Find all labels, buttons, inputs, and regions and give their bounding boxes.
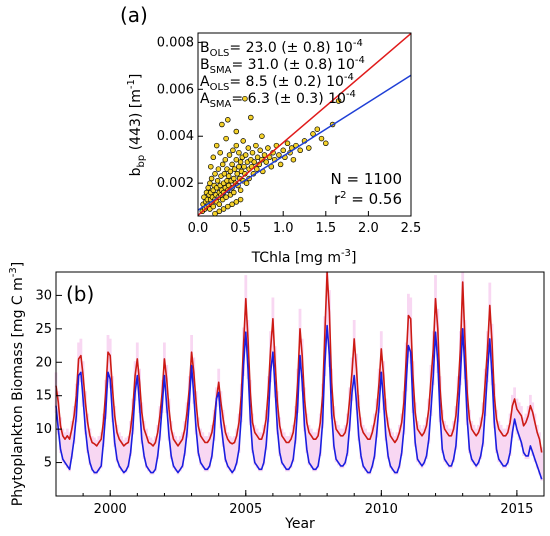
- scatter-point: [243, 153, 248, 158]
- y-tick-label: 0.004: [157, 129, 194, 144]
- y-tick-label: 15: [35, 389, 52, 404]
- scatter-point: [227, 153, 232, 158]
- scatter-point: [248, 115, 253, 120]
- scatter-point: [285, 141, 290, 146]
- y-tick-label: 0.006: [157, 82, 194, 97]
- scatter-point: [234, 200, 239, 205]
- scatter-panel: (a) 0.0 0.5 1.0 1.5 2.0 2.5 0.0020.0040.0060.…: [120, 3, 421, 266]
- sample-count: N = 1100: [331, 170, 403, 188]
- scatter-y-ticks: 0.002 0.004 0.006 0.008: [157, 35, 203, 191]
- x-tick-label: 2000: [94, 502, 127, 517]
- scatter-point: [291, 157, 296, 162]
- scatter-point: [225, 117, 230, 122]
- scatter-point: [254, 143, 259, 148]
- scatter-point: [277, 153, 282, 158]
- scatter-point: [209, 176, 214, 181]
- scatter-point: [323, 141, 328, 146]
- scatter-point: [217, 202, 222, 207]
- scatter-point: [231, 190, 236, 195]
- scatter-point: [230, 162, 235, 167]
- panel-label-b: (b): [66, 282, 94, 306]
- scatter-point: [220, 162, 225, 167]
- scatter-point: [211, 204, 216, 209]
- x-tick-label: 2005: [229, 502, 262, 517]
- scatter-point: [315, 127, 320, 132]
- scatter-point: [241, 139, 246, 144]
- scatter-point: [281, 148, 286, 153]
- x-tick-label: 0.0: [188, 221, 209, 236]
- scatter-point: [250, 150, 255, 155]
- scatter-point: [234, 143, 239, 148]
- y-tick-label: 5: [44, 456, 52, 471]
- timeseries-x-axis-label: Year: [284, 516, 315, 532]
- scatter-point: [215, 178, 220, 183]
- scatter-point: [252, 160, 257, 165]
- timeseries-y-ticks: 5 10 15 20 25 30: [35, 288, 62, 470]
- y-tick-label: 20: [35, 355, 52, 370]
- scatter-point: [298, 148, 303, 153]
- scatter-point: [242, 164, 247, 169]
- scatter-point: [319, 136, 324, 141]
- scatter-point: [211, 155, 216, 160]
- scatter-point: [223, 157, 228, 162]
- scatter-point: [217, 209, 222, 214]
- scatter-point: [231, 176, 236, 181]
- panel-label-a: (a): [120, 3, 148, 27]
- scatter-point: [258, 148, 263, 153]
- x-tick-label: 2015: [500, 502, 533, 517]
- scatter-point: [206, 185, 211, 190]
- scatter-point: [216, 167, 221, 172]
- scatter-point: [214, 143, 219, 148]
- y-tick-label: 10: [35, 422, 52, 437]
- x-tick-label: 0.5: [230, 221, 251, 236]
- scatter-point: [246, 146, 251, 151]
- y-tick-label: 0.002: [157, 176, 194, 191]
- scatter-point: [237, 150, 242, 155]
- scatter-point: [224, 136, 229, 141]
- x-tick-label: 1.0: [273, 221, 294, 236]
- scatter-point: [225, 204, 230, 209]
- scatter-point: [260, 134, 265, 139]
- scatter-point: [306, 146, 311, 151]
- scatter-point: [244, 181, 249, 186]
- scatter-point: [231, 148, 236, 153]
- y-tick-label: 30: [35, 288, 52, 303]
- scatter-y-axis-label: bbp (443) [m-1]: [126, 74, 147, 177]
- regression-annotations: BOLS= 23.0 (± 0.8) 10-4 BSMA= 31.0 (± 0.…: [200, 38, 365, 110]
- x-tick-label: 2.5: [401, 221, 422, 236]
- scatter-point: [278, 162, 283, 167]
- scatter-point: [218, 150, 223, 155]
- scatter-point: [226, 174, 231, 179]
- timeseries-x-ticks: 2000 2005 2010 2015: [56, 490, 544, 517]
- scatter-point: [238, 188, 243, 193]
- y-tick-label: 25: [35, 322, 52, 337]
- timeseries-panel: 2000 2005 2010 2015 5 10 15 20 25 30 (b) Phytopl…: [8, 262, 544, 532]
- scatter-point: [208, 164, 213, 169]
- scatter-point: [213, 171, 218, 176]
- y-tick-label: 0.008: [157, 35, 194, 50]
- scatter-point: [234, 129, 239, 134]
- scatter-point: [266, 146, 271, 151]
- x-tick-label: 2010: [365, 502, 398, 517]
- x-tick-label: 1.5: [315, 221, 336, 236]
- scatter-point: [237, 164, 242, 169]
- scatter-point: [264, 160, 269, 165]
- scatter-x-axis-label: TChla [mg m-3]: [251, 248, 357, 266]
- x-tick-label: 2.0: [358, 221, 379, 236]
- scatter-point: [238, 160, 243, 165]
- timeseries-y-axis-label: Phytoplankton Biomass [mg C m-3]: [8, 262, 26, 506]
- scatter-point: [220, 122, 225, 127]
